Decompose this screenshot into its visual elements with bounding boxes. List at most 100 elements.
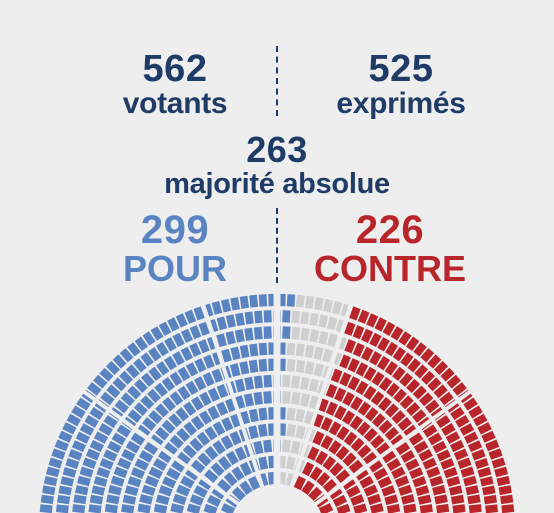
seat-contre <box>405 458 420 471</box>
seat-pour <box>127 385 142 400</box>
seat-contre <box>473 413 488 427</box>
seat-contre <box>316 472 331 487</box>
seat-pour <box>243 393 255 407</box>
seat-abstention <box>286 342 296 356</box>
seat-contre <box>413 440 429 454</box>
seat-contre <box>382 321 396 336</box>
seat-contre <box>336 426 350 441</box>
seat-pour <box>66 413 81 427</box>
seat-contre <box>354 467 369 481</box>
seat-pour <box>282 326 291 339</box>
seat-pour <box>103 449 118 462</box>
seat-pour <box>190 396 204 411</box>
seat-pour <box>130 432 146 446</box>
seat-pour <box>155 426 170 441</box>
seat-contre <box>433 384 448 399</box>
seat-pour <box>225 314 236 328</box>
seat-contre <box>439 391 454 406</box>
exprimes-count: 525 <box>368 48 434 90</box>
seat-contre <box>378 376 393 392</box>
seat-contre <box>363 366 377 382</box>
seat-pour <box>40 494 54 505</box>
seat-abstention <box>300 327 310 341</box>
seat-pour <box>248 425 259 440</box>
pour-label: POUR <box>122 248 227 289</box>
seat-contre <box>398 331 412 346</box>
seat-contre <box>426 466 441 479</box>
seat-pour <box>244 311 254 325</box>
seat-contre <box>419 504 433 513</box>
seat-pour <box>235 312 245 327</box>
seat-pour <box>144 475 160 488</box>
seat-pour <box>54 439 69 452</box>
seat-pour <box>263 310 272 323</box>
seat-contre <box>392 346 406 362</box>
seat-pour <box>210 462 225 477</box>
seat-pour <box>230 413 242 428</box>
seat-pour <box>172 351 185 366</box>
seat-contre <box>349 306 361 321</box>
majorite-stat: 263 majorité absolue <box>127 132 427 199</box>
seat-contre <box>341 410 356 425</box>
seat-pour <box>133 402 148 416</box>
seat-contre <box>414 364 429 379</box>
seat-pour <box>120 392 135 407</box>
seat-contre <box>427 432 443 446</box>
seat-pour <box>177 366 191 382</box>
seat-pour <box>248 475 261 491</box>
seat-pour <box>169 371 183 387</box>
seat-pour <box>263 391 272 404</box>
contre-count: 226 <box>355 208 425 252</box>
seat-pour <box>258 407 268 421</box>
seat-pour <box>119 370 134 385</box>
exprimes-label: exprimés <box>336 87 466 120</box>
seat-pour <box>51 448 66 460</box>
seat-pour <box>157 449 173 464</box>
pour-count: 299 <box>140 208 210 252</box>
seat-contre <box>457 457 472 469</box>
seat-contre <box>377 476 392 489</box>
seat-contre <box>440 367 455 382</box>
seat-abstention <box>300 311 310 325</box>
seat-abstention <box>309 329 320 343</box>
seat-contre <box>488 448 503 460</box>
seat-pour <box>148 410 163 425</box>
seat-contre <box>485 439 500 452</box>
seat-pour <box>46 466 60 478</box>
seat-pour <box>147 388 161 403</box>
seat-pour <box>248 408 259 423</box>
seat-pour <box>136 424 151 439</box>
seat-contre <box>332 494 348 508</box>
seat-pour <box>229 431 242 446</box>
seat-pour <box>76 397 91 411</box>
seat-pour <box>75 485 89 496</box>
seat-pour <box>171 459 186 473</box>
seat-contre <box>344 339 356 354</box>
seat-pour <box>112 354 127 369</box>
seat-contre <box>477 422 492 435</box>
seat-contre <box>347 358 360 373</box>
seat-pour <box>116 424 132 438</box>
seat-contre <box>384 494 399 506</box>
seat-pour <box>89 406 104 421</box>
seat-pour <box>124 485 139 497</box>
seat-pour <box>79 423 95 436</box>
seat-pour <box>170 503 185 513</box>
contre-stat: 226 CONTRE <box>300 210 480 287</box>
seat-abstention <box>291 391 301 405</box>
seat-contre <box>363 484 378 497</box>
seat-contre <box>359 475 374 489</box>
seat-contre <box>361 346 374 362</box>
seat-pour <box>162 397 176 412</box>
seat-contre <box>378 397 392 412</box>
seat-pour <box>176 484 191 497</box>
seat-contre <box>330 368 343 383</box>
seat-pour <box>100 391 115 406</box>
seat-contre <box>384 403 399 418</box>
seat-pour <box>248 359 259 373</box>
seat-pour <box>108 484 122 496</box>
seat-contre <box>441 423 456 436</box>
seat-contre <box>496 475 511 487</box>
seat-pour <box>230 346 241 361</box>
seat-contre <box>322 456 337 471</box>
